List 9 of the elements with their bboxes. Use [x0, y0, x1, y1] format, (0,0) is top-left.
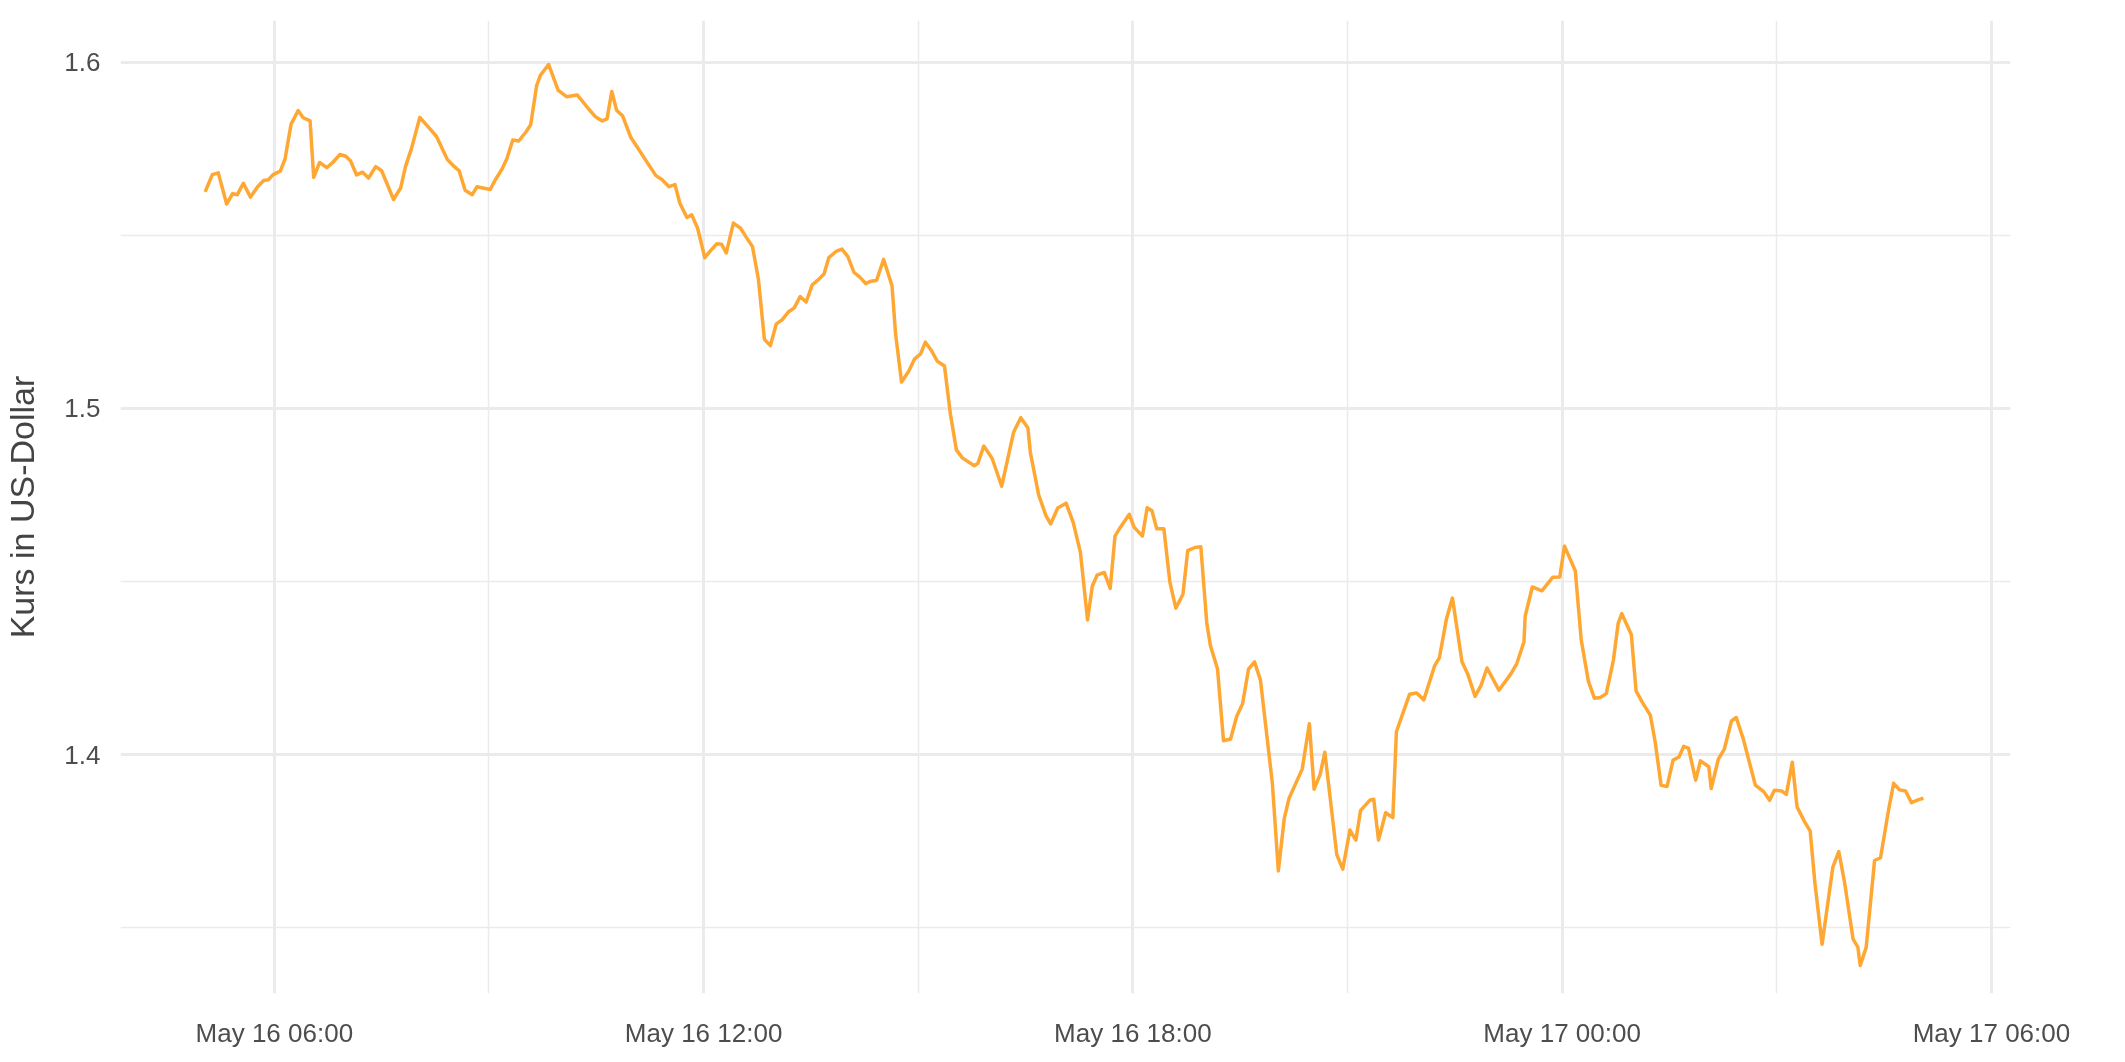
- y-tick-label: 1.5: [64, 393, 101, 424]
- x-tick-label: May 16 12:00: [624, 1017, 783, 1048]
- x-tick-label: May 16 06:00: [195, 1017, 354, 1048]
- x-tick-label: May 17 00:00: [1483, 1017, 1641, 1048]
- x-tick-label: May 16 18:00: [1054, 1017, 1212, 1048]
- y-tick-label: 1.6: [64, 47, 101, 78]
- y-axis-title: Kurs in US-Dollar: [3, 375, 42, 639]
- y-tick-label: 1.4: [64, 739, 101, 770]
- x-tick-label: May 17 06:00: [1912, 1017, 2071, 1048]
